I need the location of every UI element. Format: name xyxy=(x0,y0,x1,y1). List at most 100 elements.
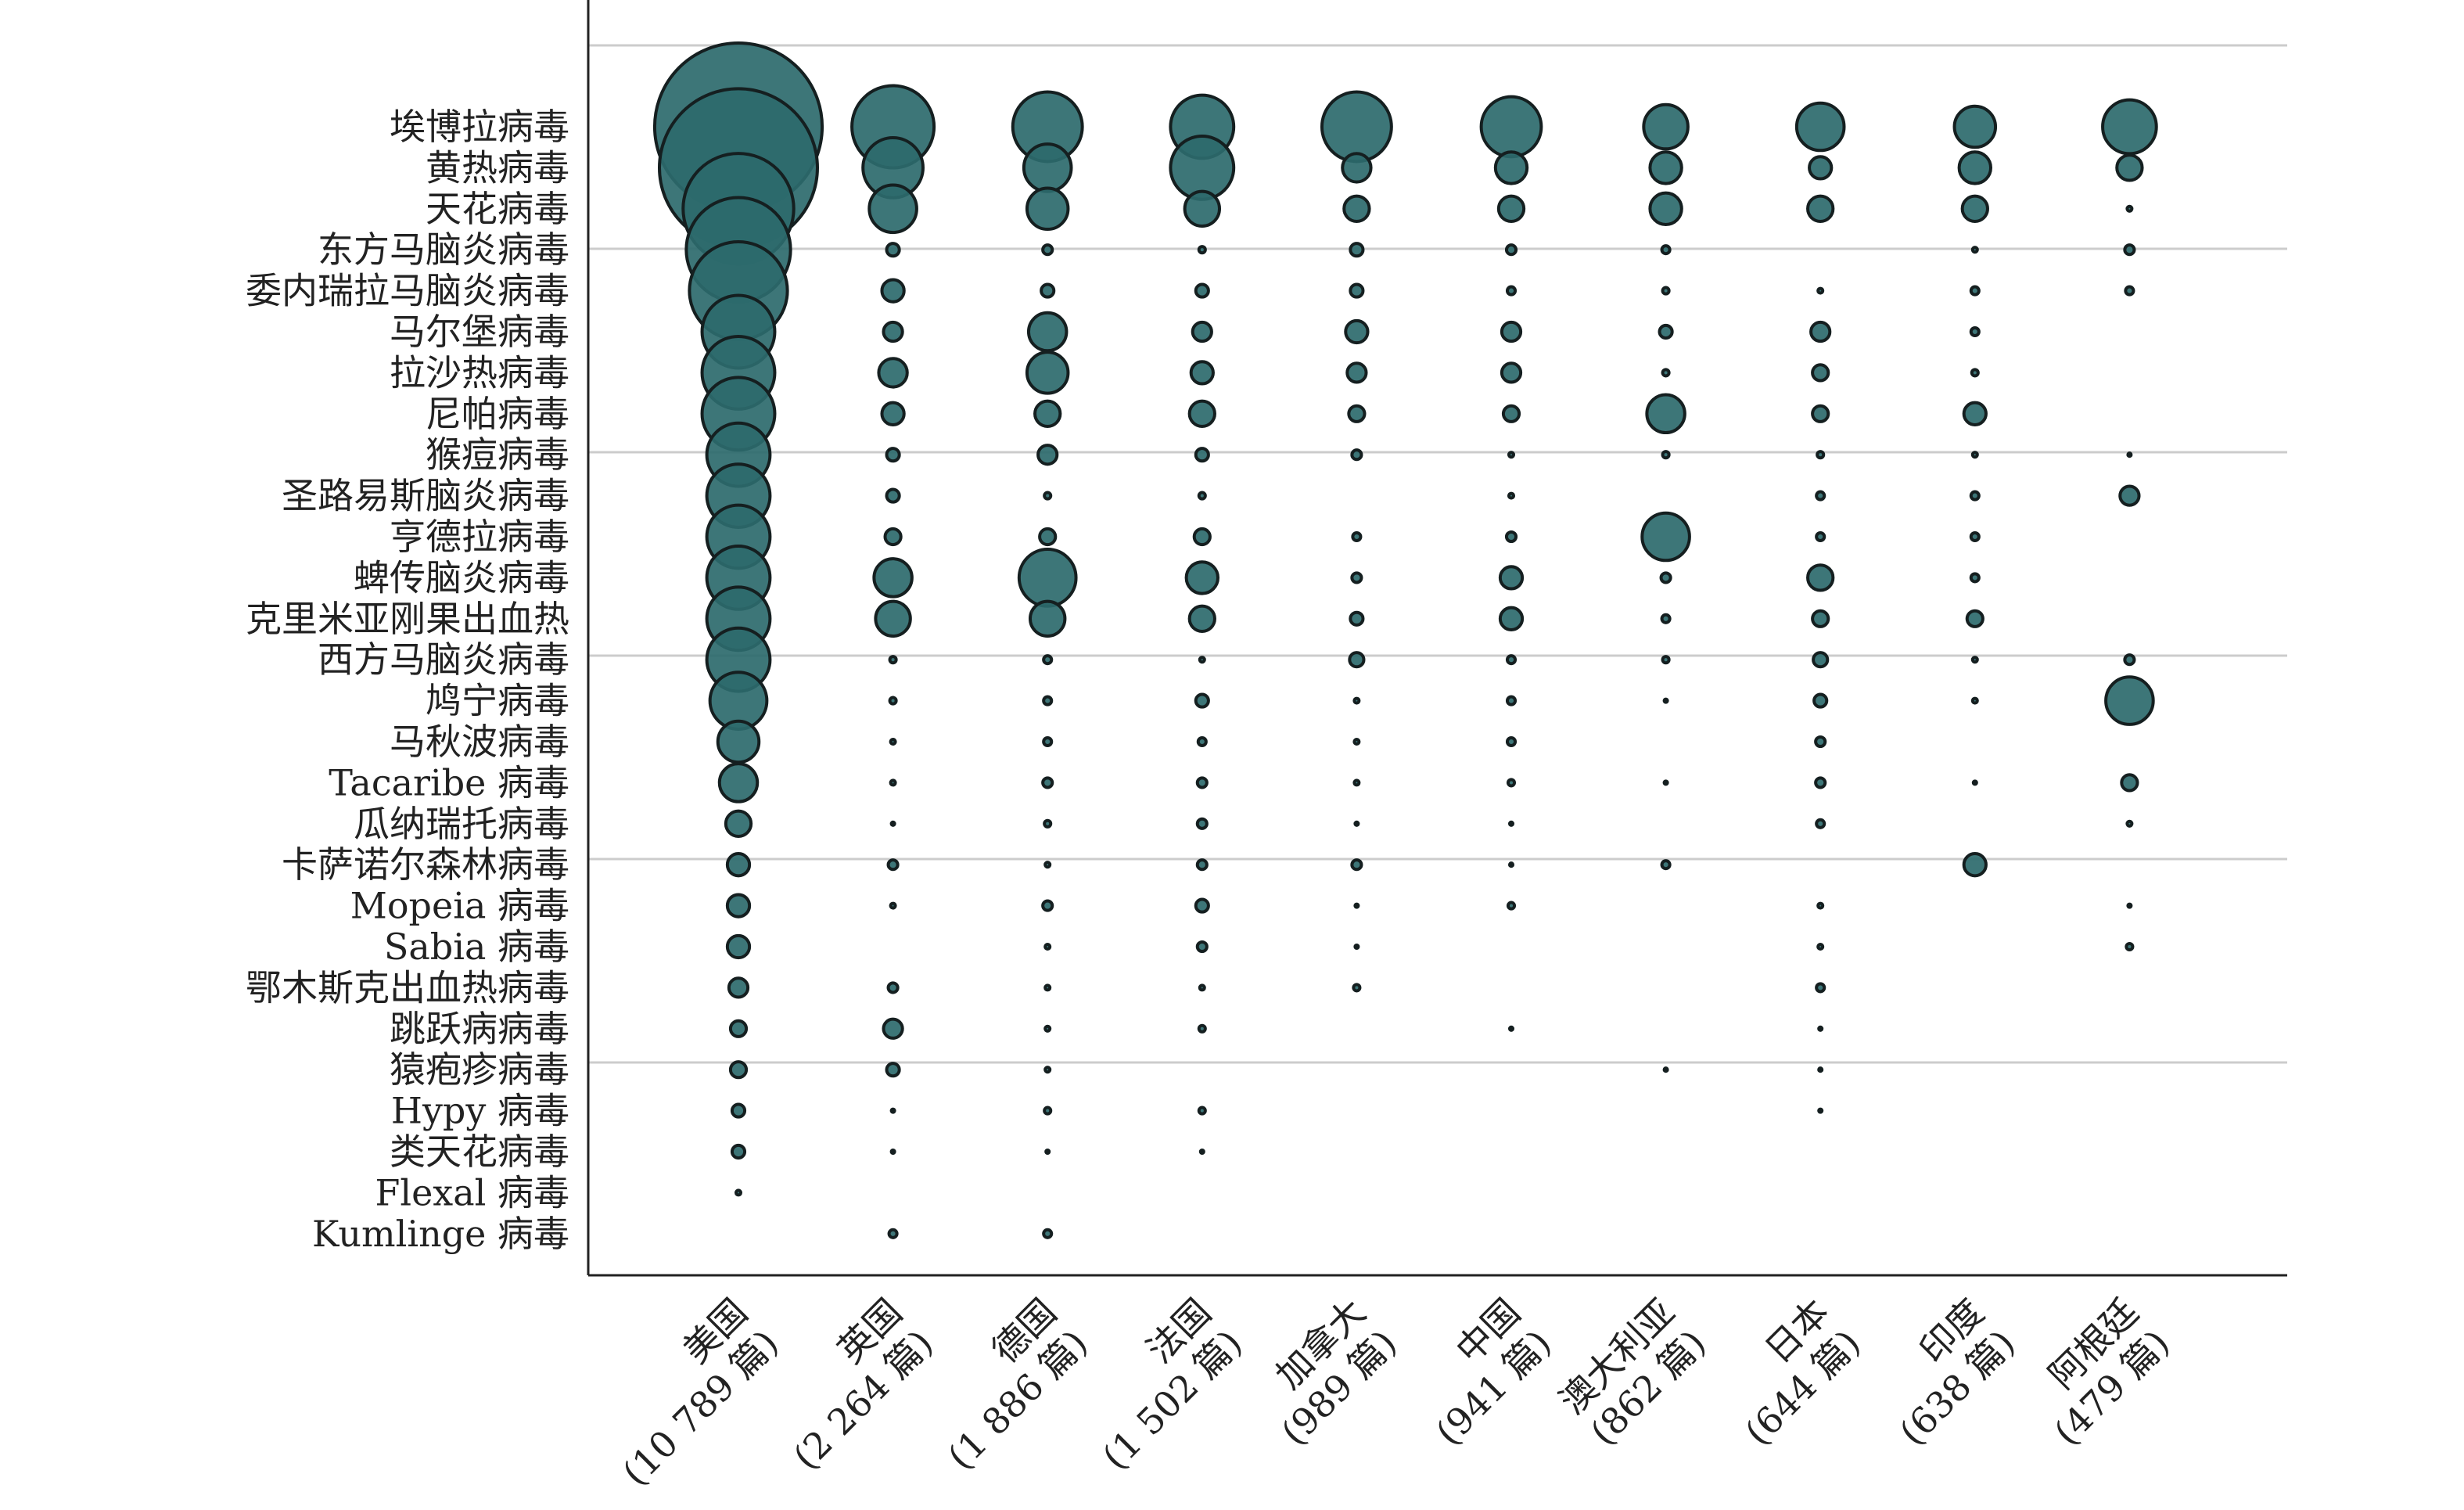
bubble xyxy=(1808,155,1834,181)
y-tick-label: Tacaribe 病毒 xyxy=(329,761,569,804)
bubble xyxy=(2115,153,2144,182)
bubble xyxy=(1660,859,1672,871)
y-tick-label: 蜱传脑炎病毒 xyxy=(354,556,569,599)
bubble xyxy=(1971,779,1978,786)
bubble xyxy=(1191,320,1213,343)
y-tick-label: 拉沙热病毒 xyxy=(390,351,569,394)
bubble xyxy=(1970,451,1979,459)
bubble xyxy=(1344,318,1370,345)
bubble xyxy=(1812,651,1830,669)
axes xyxy=(587,0,2287,1277)
bubble xyxy=(889,1148,896,1156)
bubble xyxy=(888,655,898,665)
bubble xyxy=(1197,491,1207,501)
y-tick-label: 卡萨诺尔森林病毒 xyxy=(282,843,569,886)
x-tick-label: 日本(644 篇) xyxy=(1737,1291,1869,1454)
bubble xyxy=(1661,368,1671,378)
y-axis-labels: 埃博拉病毒黄热病毒天花病毒东方马脑炎病毒委内瑞拉马脑炎病毒马尔堡病毒拉沙热病毒尼… xyxy=(246,106,569,1255)
bubble xyxy=(1195,858,1209,872)
bubble xyxy=(1814,776,1827,789)
y-tick-label: 东方马脑炎病毒 xyxy=(318,228,569,271)
bubble xyxy=(2118,484,2141,507)
bubble xyxy=(1507,491,1516,500)
bubble xyxy=(1033,399,1062,428)
bubble xyxy=(1969,572,1981,584)
bubble xyxy=(1816,942,1825,951)
bubble xyxy=(1347,404,1367,423)
bubble xyxy=(882,1017,904,1040)
bubble xyxy=(1187,604,1216,633)
bubble xyxy=(1026,311,1069,353)
bubble xyxy=(1817,1066,1824,1073)
bubble xyxy=(1043,1106,1053,1116)
bubble xyxy=(1493,150,1529,185)
y-tick-label: Sabia 病毒 xyxy=(384,926,569,968)
y-tick-label: 西方马脑炎病毒 xyxy=(318,638,569,681)
bubble xyxy=(1350,448,1363,462)
bubble xyxy=(880,401,906,426)
bubble xyxy=(716,719,761,764)
gridlines xyxy=(588,44,2287,1064)
bubble xyxy=(1043,942,1052,951)
bubble xyxy=(1192,527,1212,547)
bubble xyxy=(1662,1066,1669,1073)
bubble xyxy=(1498,565,1525,591)
bubble xyxy=(717,762,760,804)
bubble xyxy=(1041,243,1054,257)
bubble xyxy=(889,737,897,746)
bubble xyxy=(1320,90,1393,164)
y-tick-label: Kumlinge 病毒 xyxy=(312,1213,569,1255)
bubble xyxy=(1815,530,1826,543)
bubble xyxy=(1025,186,1070,232)
bubble xyxy=(889,1107,896,1114)
bubble xyxy=(1350,858,1363,872)
bubble xyxy=(730,1102,747,1119)
bubble xyxy=(1194,897,1210,914)
x-axis-labels: 美国(10 789 篇) 英国(2 264 篇) 德国(1 886 篇) 法国(1 5… xyxy=(614,1291,2178,1494)
bubble xyxy=(1040,282,1056,299)
bubble xyxy=(1351,530,1363,543)
bubble xyxy=(1043,1066,1052,1074)
bubble xyxy=(730,1143,747,1160)
bubble xyxy=(1816,450,1826,460)
y-tick-label: Flexal 病毒 xyxy=(375,1171,569,1213)
x-tick-label: 加拿大(989 篇) xyxy=(1267,1291,1404,1454)
bubble xyxy=(727,976,750,999)
bubble xyxy=(1198,1148,1205,1156)
y-tick-label: 马秋波病毒 xyxy=(390,721,569,763)
bubble xyxy=(1662,779,1669,786)
bubble xyxy=(1815,490,1826,502)
bubble xyxy=(1970,246,1979,254)
bubble xyxy=(889,778,897,787)
bubble xyxy=(1194,282,1210,299)
y-tick-label: 猿疱疹病毒 xyxy=(390,1048,569,1091)
bubble xyxy=(1043,1024,1052,1033)
bubble xyxy=(1504,530,1518,544)
bubble xyxy=(1349,242,1365,258)
bubble xyxy=(1507,1025,1515,1032)
y-tick-label: 天花病毒 xyxy=(426,188,569,230)
bubble xyxy=(885,1062,901,1078)
x-tick-label: 英国(2 264 篇) xyxy=(785,1291,941,1478)
bubble xyxy=(1970,696,1979,705)
bubble xyxy=(1817,1025,1824,1032)
bubble xyxy=(886,981,900,994)
y-tick-label: 圣路易斯脑炎病毒 xyxy=(282,475,569,517)
bubble xyxy=(725,893,752,919)
bubble xyxy=(887,1228,899,1239)
bubble xyxy=(1196,735,1208,748)
bubble xyxy=(1507,861,1515,868)
bubbles xyxy=(652,41,2158,1239)
bubble xyxy=(1506,778,1517,788)
bubble xyxy=(1022,142,1073,193)
x-tick-label: 阿根廷(479 篇) xyxy=(2040,1291,2177,1454)
bubble xyxy=(885,487,901,504)
bubble xyxy=(1811,609,1830,628)
bubble xyxy=(1969,490,1981,502)
bubble xyxy=(1648,150,1683,185)
bubble xyxy=(889,820,896,827)
y-tick-label: 类天花病毒 xyxy=(390,1131,569,1173)
bubble xyxy=(1962,852,1988,878)
bubble xyxy=(2126,902,2133,909)
bubble xyxy=(2125,941,2135,952)
